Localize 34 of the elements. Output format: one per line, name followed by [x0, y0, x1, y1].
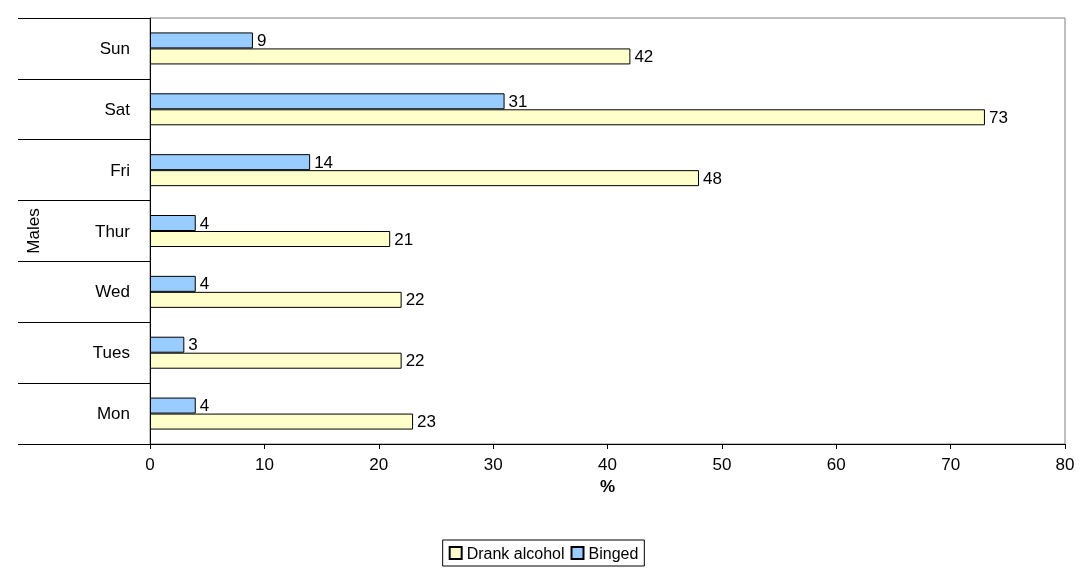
data-label: 4	[199, 213, 210, 233]
data-label: 3	[188, 335, 198, 355]
x-tick-label: 80	[1055, 455, 1075, 474]
x-tick-label: 10	[254, 455, 274, 474]
y-tick-label: Sun	[99, 38, 130, 58]
data-label: 4	[199, 274, 210, 294]
data-label: 42	[634, 46, 654, 66]
data-label: 4	[199, 396, 210, 416]
y-tick-label: Mon	[96, 404, 130, 424]
x-tick-label: 0	[145, 455, 155, 474]
y-tick-label: Tues	[92, 343, 130, 363]
data-label: 14	[314, 152, 334, 172]
x-tick-label: 30	[483, 455, 503, 474]
data-label: 22	[405, 290, 425, 310]
y-tick-label: Thur	[95, 221, 131, 241]
data-label: 48	[703, 168, 722, 188]
y-tick-label: Wed	[95, 282, 130, 302]
x-axis-title: %	[599, 476, 616, 496]
data-label: 21	[394, 229, 414, 249]
data-label: 73	[988, 107, 1008, 127]
data-label: 23	[417, 412, 436, 432]
x-tick-label: 70	[941, 455, 961, 474]
data-label: 31	[508, 91, 528, 111]
legend-label: Binged	[588, 544, 639, 562]
y-axis-title: Males	[24, 208, 43, 254]
x-tick-label: 20	[369, 455, 389, 474]
y-tick-label: Sat	[104, 99, 131, 119]
x-tick-label: 40	[598, 455, 617, 474]
y-tick-label: Fri	[110, 160, 130, 180]
x-tick-label: 60	[826, 455, 846, 474]
x-tick-label: 50	[712, 455, 732, 474]
data-label: 9	[256, 30, 267, 50]
data-label: 22	[405, 351, 425, 371]
legend-label: Drank alcohol	[466, 544, 565, 562]
